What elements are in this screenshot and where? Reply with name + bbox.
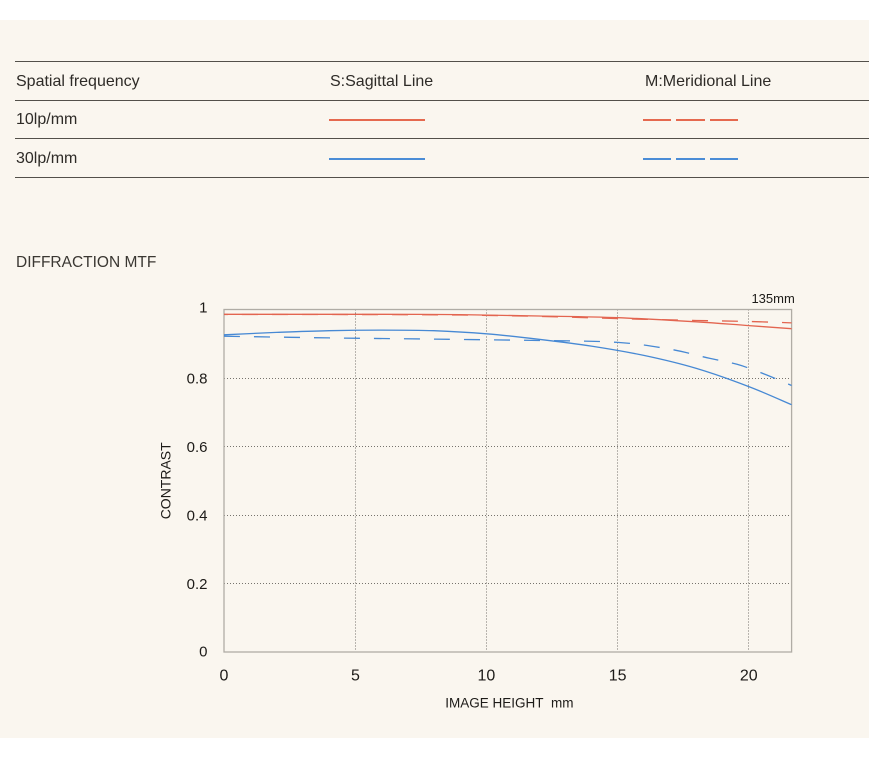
- svg-text:1: 1: [199, 300, 207, 317]
- svg-text:0: 0: [199, 644, 207, 661]
- svg-text:0: 0: [220, 667, 229, 684]
- svg-text:0.6: 0.6: [187, 439, 208, 456]
- svg-text:0.2: 0.2: [187, 576, 208, 593]
- svg-text:0.8: 0.8: [187, 370, 208, 387]
- svg-text:20: 20: [740, 667, 758, 684]
- svg-text:5: 5: [351, 667, 360, 684]
- svg-text:IMAGE HEIGHT mm: IMAGE HEIGHT mm: [445, 696, 573, 711]
- svg-text:10: 10: [478, 667, 496, 684]
- svg-text:135mm: 135mm: [751, 291, 794, 306]
- svg-text:CONTRAST: CONTRAST: [158, 442, 174, 519]
- svg-text:0.4: 0.4: [187, 507, 208, 524]
- svg-text:15: 15: [609, 667, 627, 684]
